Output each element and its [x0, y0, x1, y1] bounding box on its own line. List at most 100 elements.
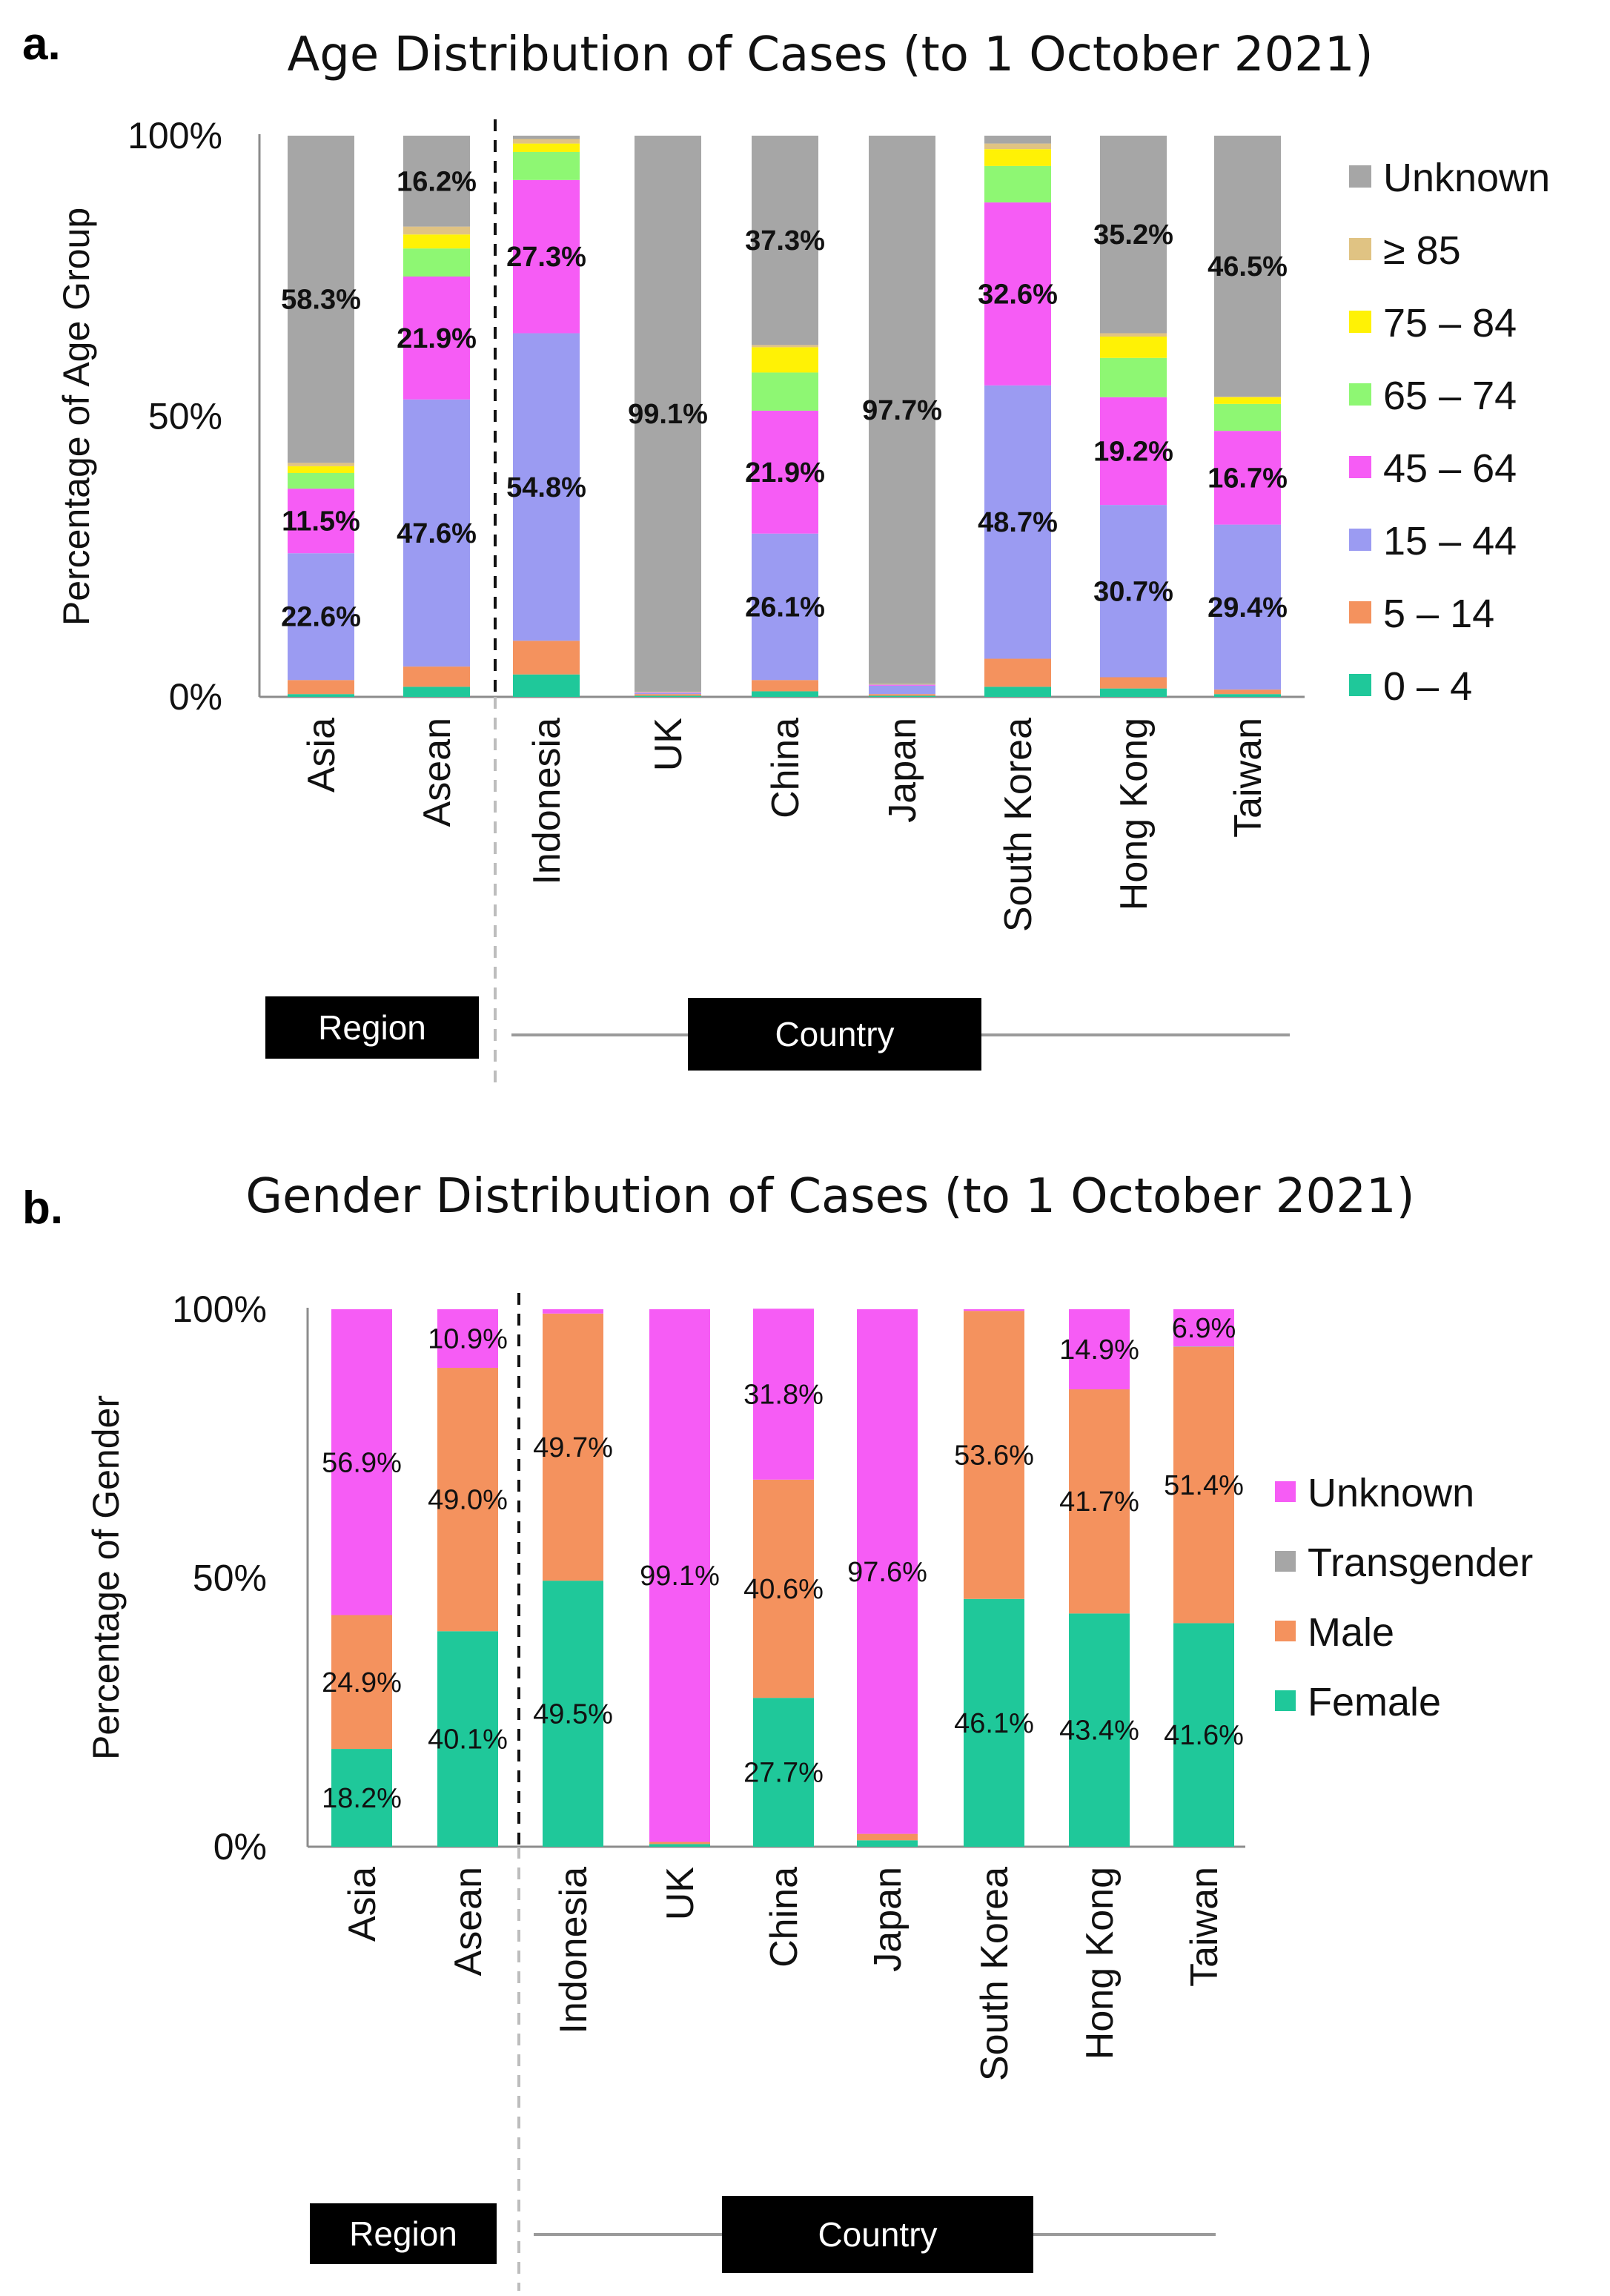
x-tick-label: Taiwan	[1227, 718, 1270, 838]
x-tick-label: Hong Kong	[1113, 718, 1156, 910]
bar-segment-75-84	[1214, 397, 1281, 404]
bar-segment-65-74	[513, 151, 580, 180]
data-label: 31.8%	[743, 1380, 824, 1411]
x-tick-label: China	[764, 718, 807, 818]
y-tick-label: 100%	[172, 1288, 267, 1330]
bar-segment-65-74	[403, 248, 470, 277]
x-tick-label: Asia	[300, 718, 343, 793]
data-label: 24.9%	[322, 1667, 402, 1698]
data-label: 27.3%	[506, 242, 586, 273]
bar-segment-unknown	[635, 136, 701, 692]
bar-segment-female	[857, 1840, 918, 1847]
legend-swatch	[1349, 601, 1371, 623]
bar-segment-5-14	[869, 694, 935, 696]
y-tick-label: 0%	[213, 1826, 267, 1867]
bar-segment-transgender	[1173, 1346, 1234, 1347]
legend-label: 65 – 74	[1383, 374, 1517, 418]
x-tick-label: South Korea	[973, 1867, 1016, 2081]
bar-segment-0-4	[984, 687, 1051, 697]
bar-segment-unknown	[543, 1309, 603, 1314]
country-label: Country	[818, 2215, 937, 2254]
bar-segment-male	[753, 1479, 814, 1698]
bar-segment-15-44	[752, 533, 818, 681]
bar-segment-5-14	[752, 680, 818, 692]
data-label: 46.5%	[1208, 251, 1288, 282]
data-label: 37.3%	[745, 225, 825, 257]
data-label: 22.6%	[281, 602, 361, 633]
region-box	[265, 996, 479, 1059]
bar-segment-45-64	[1100, 397, 1167, 506]
panel-letter: b.	[22, 1182, 63, 1234]
bar-segment-unknown	[1069, 1309, 1130, 1390]
bar-segment-male	[857, 1833, 918, 1841]
data-label: 10.9%	[428, 1324, 508, 1355]
bar-segment-15-44	[869, 685, 935, 695]
data-label: 49.7%	[533, 1432, 613, 1463]
bar-segment-75-84	[288, 466, 354, 473]
data-label: 51.4%	[1164, 1470, 1244, 1501]
data-label: 49.5%	[533, 1699, 613, 1730]
bar-segment-unknown	[984, 136, 1051, 144]
bar-segment-0-4	[1214, 694, 1281, 697]
bar-segment-45-64	[1214, 431, 1281, 525]
bar-segment--85	[513, 139, 580, 144]
bar-segment-unknown	[752, 136, 818, 345]
bar-segment-45-64	[869, 684, 935, 686]
legend-label: ≥ 85	[1383, 228, 1461, 273]
bar-segment-15-44	[1214, 524, 1281, 690]
bar-segment-75-84	[752, 347, 818, 373]
region-box	[310, 2203, 497, 2264]
x-tick-label: Taiwan	[1183, 1867, 1226, 1987]
data-label: 26.1%	[745, 592, 825, 623]
bar-segment-unknown	[1173, 1309, 1234, 1347]
bar-segment-5-14	[513, 641, 580, 675]
data-label: 18.2%	[322, 1783, 402, 1814]
data-label: 43.4%	[1059, 1716, 1139, 1747]
legend-label: Transgender	[1308, 1541, 1533, 1585]
bar-segment-65-74	[984, 165, 1051, 203]
data-label: 30.7%	[1093, 576, 1173, 607]
data-label: 97.6%	[847, 1557, 927, 1588]
data-label: 40.6%	[743, 1574, 824, 1605]
y-tick-label: 50%	[148, 396, 222, 437]
bar-segment-male	[1069, 1389, 1130, 1614]
bar-segment-female	[437, 1631, 498, 1847]
bar-segment-45-64	[513, 179, 580, 334]
bar-segment-5-14	[1214, 689, 1281, 695]
data-label: 29.4%	[1208, 592, 1288, 623]
legend-label: Male	[1308, 1610, 1394, 1655]
data-label: 41.7%	[1059, 1486, 1139, 1518]
bar-segment-45-64	[635, 692, 701, 693]
bar-segment-45-64	[288, 489, 354, 554]
bar-segment-unknown	[437, 1309, 498, 1369]
legend-label: Unknown	[1383, 156, 1550, 200]
data-label: 27.7%	[743, 1758, 824, 1789]
data-label: 58.3%	[281, 285, 361, 316]
bar-segment-unknown	[288, 136, 354, 463]
bar-segment--85	[1100, 333, 1167, 337]
x-tick-label: UK	[647, 718, 690, 772]
data-label: 49.0%	[428, 1485, 508, 1516]
data-label: 6.9%	[1172, 1313, 1236, 1344]
bar-segment-65-74	[752, 372, 818, 411]
y-tick-label: 100%	[127, 115, 222, 156]
bar-segment-female	[543, 1581, 603, 1847]
data-label: 32.6%	[978, 279, 1058, 310]
bar-segment-65-74	[288, 472, 354, 489]
data-label: 54.8%	[506, 472, 586, 503]
country-box	[688, 998, 981, 1071]
bar-segment-5-14	[1100, 677, 1167, 689]
chart-title: Age Distribution of Cases (to 1 October …	[287, 27, 1373, 82]
data-label: 53.6%	[954, 1440, 1034, 1471]
data-label: 99.1%	[628, 399, 708, 430]
data-label: 16.7%	[1208, 463, 1288, 494]
bar-segment-75-84	[513, 143, 580, 152]
legend-label: Unknown	[1308, 1471, 1474, 1515]
legend-swatch	[1349, 311, 1371, 333]
y-tick-label: 50%	[193, 1558, 267, 1599]
bar-segment-0-4	[635, 695, 701, 697]
bar-segment-65-74	[1100, 357, 1167, 397]
legend-swatch	[1349, 674, 1371, 696]
bar-segment-5-14	[403, 666, 470, 687]
